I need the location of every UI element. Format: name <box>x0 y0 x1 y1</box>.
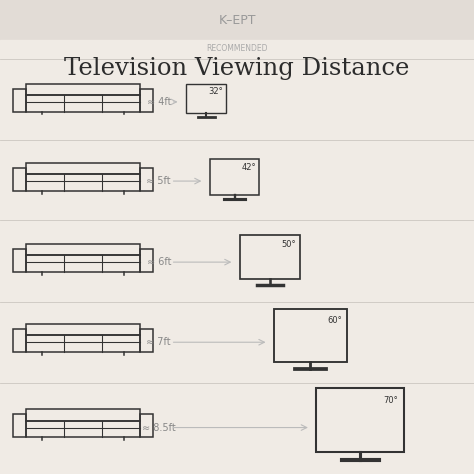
Text: 42°: 42° <box>241 163 256 172</box>
Bar <box>26 410 140 421</box>
Bar <box>13 329 26 352</box>
Bar <box>26 336 140 352</box>
Bar <box>13 168 26 191</box>
Bar <box>26 84 140 95</box>
Bar <box>26 324 140 336</box>
Text: 50°: 50° <box>282 240 296 249</box>
Text: 70°: 70° <box>383 396 398 405</box>
Bar <box>140 249 153 272</box>
Bar <box>13 249 26 272</box>
Bar <box>26 174 140 191</box>
Text: 60°: 60° <box>327 316 342 325</box>
Bar <box>140 329 153 352</box>
Bar <box>274 309 347 363</box>
Text: 32°: 32° <box>209 87 223 96</box>
Bar <box>210 159 259 195</box>
Bar <box>13 414 26 438</box>
Bar <box>26 163 140 174</box>
Text: K–EPT: K–EPT <box>218 14 256 27</box>
Text: Television Viewing Distance: Television Viewing Distance <box>64 57 410 80</box>
Bar <box>13 89 26 112</box>
Bar <box>317 388 404 452</box>
Bar <box>240 235 301 279</box>
Bar <box>26 95 140 112</box>
Bar <box>26 421 140 438</box>
Bar <box>140 414 153 438</box>
Bar <box>140 168 153 191</box>
Bar <box>26 244 140 255</box>
Bar <box>0 0 474 40</box>
Text: ≈ 6ft: ≈ 6ft <box>146 257 171 267</box>
Text: ≈ 4ft: ≈ 4ft <box>146 97 171 107</box>
Bar <box>26 255 140 272</box>
Text: ≈ 8.5ft: ≈ 8.5ft <box>142 422 176 433</box>
Bar <box>140 89 153 112</box>
Text: ≈ 5ft: ≈ 5ft <box>146 176 171 186</box>
Text: ≈ 7ft: ≈ 7ft <box>146 337 171 347</box>
Bar <box>186 84 226 113</box>
Text: RECOMMENDED: RECOMMENDED <box>206 45 268 53</box>
